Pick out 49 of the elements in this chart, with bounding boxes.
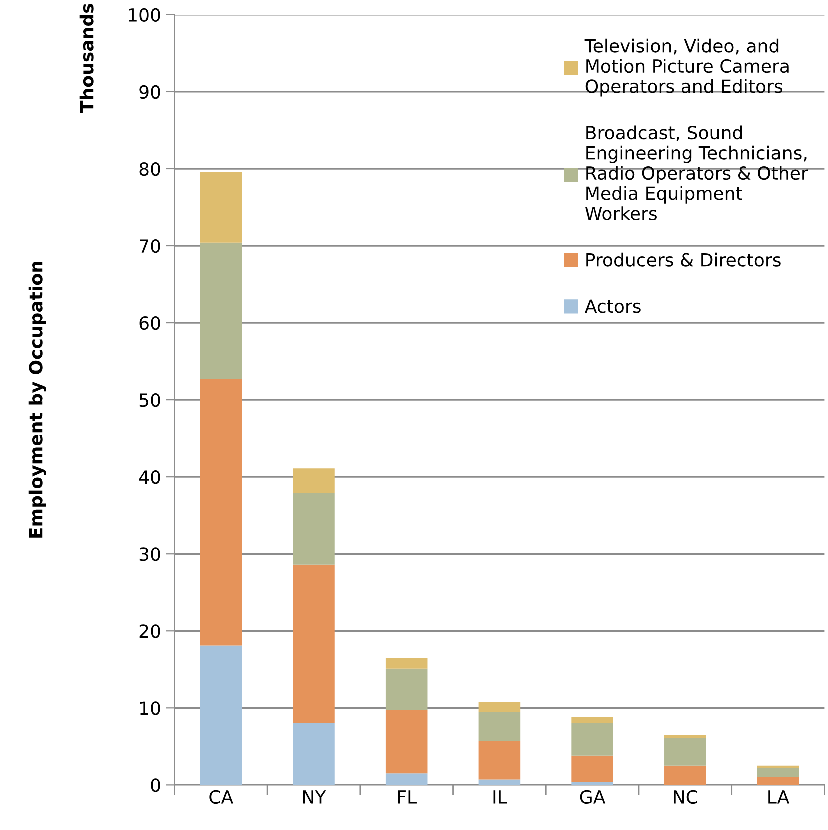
legend-label: Actors — [585, 300, 641, 314]
bar — [200, 646, 242, 786]
bar — [478, 741, 521, 780]
bar — [200, 242, 242, 380]
y-tick-label: 40 — [139, 470, 160, 484]
text: Thousands — [80, 4, 94, 113]
bar — [386, 658, 428, 669]
bar — [293, 724, 335, 786]
bar — [293, 468, 335, 494]
bar — [293, 493, 335, 565]
x-tick-label: GA — [580, 790, 606, 804]
y-tick-label: 50 — [140, 394, 160, 408]
y-tick-label: 0 — [151, 778, 160, 792]
y-axis-title: Employment by Occupation — [28, 262, 46, 538]
bar — [478, 780, 521, 786]
bar — [386, 710, 428, 774]
bar — [200, 172, 242, 243]
bar — [572, 782, 614, 786]
legend-label: Producers & Directors — [586, 252, 781, 267]
bar — [386, 668, 428, 710]
bar — [293, 564, 335, 724]
y-tick-label: 60 — [140, 316, 160, 330]
bar — [200, 379, 242, 646]
x-tick-label: IL — [494, 790, 508, 804]
bar — [664, 738, 706, 766]
y-tick-label: 20 — [140, 624, 160, 638]
x-tick-label: NC — [674, 790, 698, 804]
x-tick-label: NY — [303, 790, 326, 804]
y-tick-label: 100 — [129, 8, 160, 22]
bar — [478, 702, 521, 712]
x-tick-label: CA — [210, 790, 234, 804]
bar — [664, 735, 706, 738]
bar — [572, 717, 614, 724]
y-tick-label: 90 — [140, 85, 160, 100]
legend-label: Television, Video, and Motion Picture Camera Operators and Editors — [584, 38, 789, 97]
x-tick-label: LA — [768, 790, 790, 804]
y-tick-label: 70 — [140, 239, 160, 254]
bar — [572, 756, 614, 782]
x-tick-label: FL — [398, 790, 417, 804]
legend-label: Broadcast, Sound Engineering Technicians, Radio Operators & Other Media Equipment Workers — [585, 126, 808, 221]
bar — [757, 768, 800, 778]
bar — [572, 724, 614, 756]
bar — [664, 766, 706, 786]
y-tick-label: 10 — [140, 702, 160, 716]
bar — [478, 712, 521, 742]
bar — [386, 774, 428, 786]
bar — [757, 777, 800, 786]
y-tick-label: 80 — [140, 162, 160, 176]
y-tick-label: 30 — [140, 548, 160, 562]
